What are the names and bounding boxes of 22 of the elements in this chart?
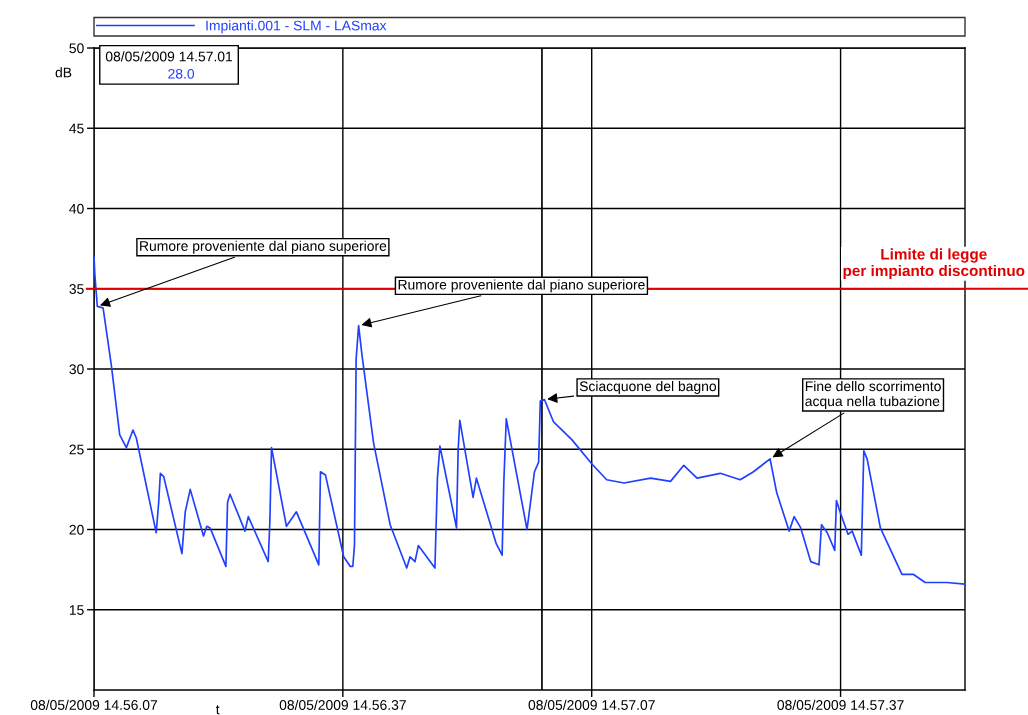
x-tick-label: 08/05/2009 14.57.07: [528, 699, 655, 710]
x-tick-label: 08/05/2009 14.56.07: [30, 699, 158, 710]
y-tick-label: 20: [69, 524, 84, 535]
annotation: Fine dello scorrimento acqua nella tubazione: [805, 380, 941, 409]
text: Impianti.001 - SLM - LASmax: [206, 20, 387, 34]
ref-line-label: 08/05/2009 14.57.01: [105, 51, 233, 62]
y-tick-label: 45: [69, 123, 84, 134]
annotation: 28.0: [168, 68, 195, 79]
y-axis-title: dB: [55, 67, 72, 78]
y-tick-label: 50: [69, 43, 84, 54]
annotation: Rumore proveniente dal piano superiore: [140, 240, 387, 254]
annotation: Sciacquone del bagno: [579, 380, 717, 394]
x-axis-title: t: [215, 705, 220, 715]
y-tick-label: 25: [69, 444, 84, 455]
annotation: Rumore proveniente dal piano superiore: [398, 279, 645, 293]
y-tick-label: 15: [69, 605, 84, 615]
y-tick-label: 40: [69, 203, 84, 214]
y-tick-label: 35: [69, 284, 84, 294]
x-tick-label: 08/05/2009 14.57.37: [777, 699, 904, 710]
ref-line-label: Limite di legge per impianto discontinuo: [843, 248, 1025, 280]
y-tick-label: 30: [69, 364, 84, 375]
x-tick-label: 08/05/2009 14.56.37: [279, 699, 406, 710]
